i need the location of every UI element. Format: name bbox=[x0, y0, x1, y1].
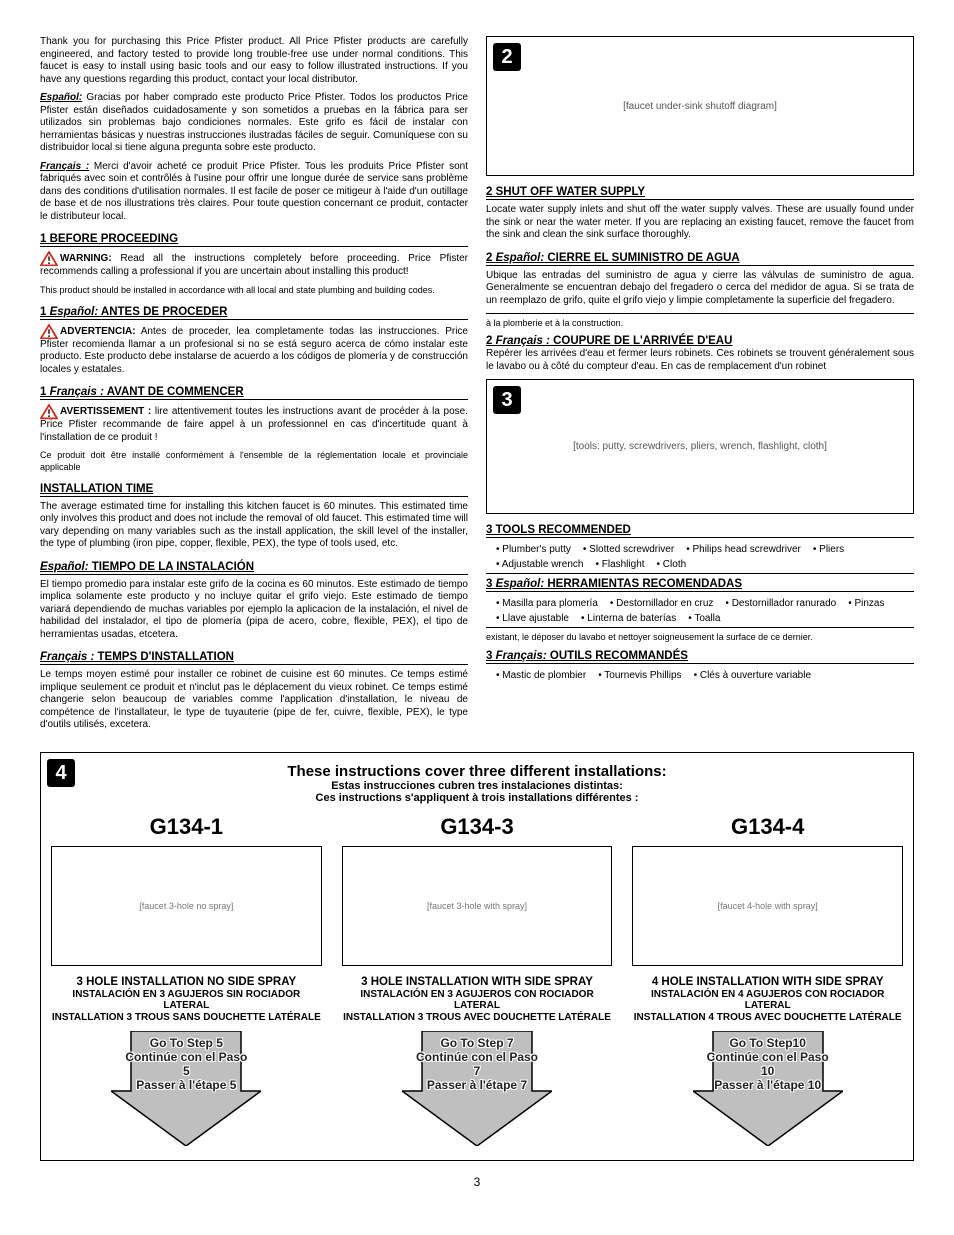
sec2-fr-prebody: à la plomberie et à la construction. bbox=[486, 318, 914, 329]
install-desc-en: 4 HOLE INSTALLATION WITH SIDE SPRAY bbox=[632, 976, 903, 989]
install-model: G134-1 bbox=[51, 814, 322, 840]
install-time-es-body: El tiempo promedio para instalar este gr… bbox=[40, 579, 468, 642]
left-column: Thank you for purchasing this Price Pfis… bbox=[40, 36, 468, 738]
install-desc-fr: INSTALLATION 3 TROUS AVEC DOUCHETTE LATÉ… bbox=[342, 1012, 613, 1024]
sec2-en-head: 2 SHUT OFF WATER SUPPLY bbox=[486, 186, 914, 198]
install-time-fr-body: Le temps moyen estimé pour installer ce … bbox=[40, 669, 468, 732]
sec1-es-head: 1 Español: ANTES DE PROCEDER bbox=[40, 306, 468, 318]
rule bbox=[40, 399, 468, 400]
sec3-en-head: 3 TOOLS RECOMMENDED bbox=[486, 524, 914, 536]
sec3-es-tools: • Masilla para plomería • Destornillador… bbox=[486, 596, 914, 626]
install-diagram: [faucet 3-hole with spray] bbox=[342, 846, 613, 966]
page-number: 3 bbox=[40, 1175, 914, 1189]
install-col-1: G134-3 [faucet 3-hole with spray] 3 HOLE… bbox=[342, 814, 613, 1147]
sec2-en-body: Locate water supply inlets and shut off … bbox=[486, 204, 914, 242]
install-desc-es: INSTALACIÓN EN 3 AGUJEROS SIN ROCIADOR L… bbox=[51, 989, 322, 1012]
sec3-fr-head: 3 Français: OUTILS RECOMMANDÉS bbox=[486, 650, 914, 662]
sec1-en-note: This product should be installed in acco… bbox=[40, 285, 468, 296]
intro-fr: Français : Merci d'avoir acheté ce produ… bbox=[40, 161, 468, 224]
sec3-fr-tools: • Mastic de plombier • Tournevis Phillip… bbox=[486, 668, 914, 683]
sec2-es-body: Ubique las entradas del suministro de ag… bbox=[486, 270, 914, 308]
install-model: G134-4 bbox=[632, 814, 903, 840]
rule bbox=[40, 574, 468, 575]
sec4-title-es: Estas instrucciones cubren tres instalac… bbox=[51, 780, 903, 792]
step-number-box: 2 bbox=[493, 43, 521, 71]
install-desc-es: INSTALACIÓN EN 3 AGUJEROS CON ROCIADOR L… bbox=[342, 989, 613, 1012]
rule bbox=[486, 199, 914, 200]
rule bbox=[40, 319, 468, 320]
sec1-fr-warn: AVERTISSEMENT : lire attentivement toute… bbox=[40, 404, 468, 444]
goto-arrow: Go To Step 7Continúe con el Paso 7Passer… bbox=[402, 1031, 552, 1146]
install-time-fr-head: Français : TEMPS D'INSTALLATION bbox=[40, 651, 468, 663]
install-desc-en: 3 HOLE INSTALLATION NO SIDE SPRAY bbox=[51, 976, 322, 989]
sec2-diagram: 2 [faucet under-sink shutoff diagram] bbox=[486, 36, 914, 176]
install-desc-es: INSTALACIÓN EN 4 AGUJEROS CON ROCIADOR L… bbox=[632, 989, 903, 1012]
rule bbox=[40, 496, 468, 497]
sec1-fr-note: Ce produit doit être installé conforméme… bbox=[40, 450, 468, 473]
sec1-fr-head: 1 Français : AVANT DE COMMENCER bbox=[40, 386, 468, 398]
sec3-es-head: 3 Español: HERRAMIENTAS RECOMENDADAS bbox=[486, 578, 914, 590]
intro-es: Español: Gracias por haber comprado este… bbox=[40, 92, 468, 155]
sec4-title-en: These instructions cover three different… bbox=[51, 763, 903, 780]
sec1-en-head: 1 BEFORE PROCEEDING bbox=[40, 233, 468, 245]
intro-es-label: Español: bbox=[40, 92, 82, 103]
step-number-box: 4 bbox=[47, 759, 75, 787]
sec3-fr-prebody: existant, le déposer du lavabo et nettoy… bbox=[486, 632, 914, 643]
warning-icon bbox=[40, 404, 58, 419]
install-row: G134-1 [faucet 3-hole no spray] 3 HOLE I… bbox=[51, 814, 903, 1147]
sec4-box: 4 These instructions cover three differe… bbox=[40, 752, 914, 1162]
install-col-0: G134-1 [faucet 3-hole no spray] 3 HOLE I… bbox=[51, 814, 322, 1147]
sec3-en-tools: • Plumber's putty • Slotted screwdriver … bbox=[486, 542, 914, 572]
sec2-fr-head: 2 Français : COUPURE DE L'ARRIVÉE D'EAU bbox=[486, 335, 914, 347]
right-column: 2 [faucet under-sink shutoff diagram] 2 … bbox=[486, 36, 914, 738]
sec4-title-fr: Ces instructions s'appliquent à trois in… bbox=[51, 792, 903, 804]
install-desc-fr: INSTALLATION 3 TROUS SANS DOUCHETTE LATÉ… bbox=[51, 1012, 322, 1024]
install-time-en-body: The average estimated time for installin… bbox=[40, 501, 468, 551]
rule bbox=[486, 265, 914, 266]
goto-arrow: Go To Step10Continúe con el Paso 10Passe… bbox=[693, 1031, 843, 1146]
rule bbox=[40, 664, 468, 665]
sec2-fr-body: Repérer les arrivées d'eau et fermer leu… bbox=[486, 348, 914, 373]
sec1-es-warn: ADVERTENCIA: Antes de proceder, lea comp… bbox=[40, 324, 468, 377]
rule bbox=[486, 591, 914, 592]
install-time-es-head: Español: TIEMPO DE LA INSTALACIÓN bbox=[40, 561, 468, 573]
install-col-2: G134-4 [faucet 4-hole with spray] 4 HOLE… bbox=[632, 814, 903, 1147]
install-model: G134-3 bbox=[342, 814, 613, 840]
intro-fr-label: Français : bbox=[40, 161, 89, 172]
sec2-es-head: 2 Español: CIERRE EL SUMINISTRO DE AGUA bbox=[486, 252, 914, 264]
sec1-en-warn: WARNING: Read all the instructions compl… bbox=[40, 251, 468, 279]
step-number-box: 3 bbox=[493, 386, 521, 414]
goto-arrow: Go To Step 5Continúe con el Paso 5Passer… bbox=[111, 1031, 261, 1146]
rule bbox=[486, 627, 914, 628]
intro-en: Thank you for purchasing this Price Pfis… bbox=[40, 36, 468, 86]
rule bbox=[40, 246, 468, 247]
rule bbox=[486, 573, 914, 574]
install-desc-fr: INSTALLATION 4 TROUS AVEC DOUCHETTE LATÉ… bbox=[632, 1012, 903, 1024]
sec3-diagram: 3 [tools: putty, screwdrivers, pliers, w… bbox=[486, 379, 914, 514]
install-time-en-head: INSTALLATION TIME bbox=[40, 483, 468, 495]
rule bbox=[486, 537, 914, 538]
warning-icon bbox=[40, 324, 58, 339]
install-desc-en: 3 HOLE INSTALLATION WITH SIDE SPRAY bbox=[342, 976, 613, 989]
warning-icon bbox=[40, 251, 58, 266]
rule bbox=[486, 663, 914, 664]
rule bbox=[486, 313, 914, 314]
install-diagram: [faucet 3-hole no spray] bbox=[51, 846, 322, 966]
install-diagram: [faucet 4-hole with spray] bbox=[632, 846, 903, 966]
